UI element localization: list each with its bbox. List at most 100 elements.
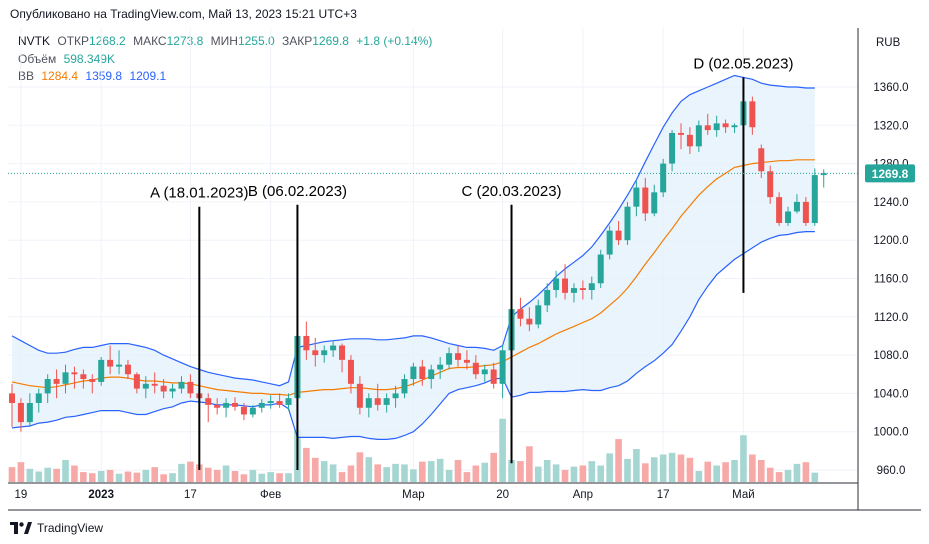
volume-bar — [659, 454, 667, 482]
y-tick-label: 1000.0 — [873, 427, 908, 439]
candle-body — [392, 393, 399, 399]
volume-bar — [579, 465, 587, 482]
candle-body — [820, 173, 827, 176]
candle-body — [455, 353, 461, 360]
candles — [9, 96, 827, 432]
volume-bar — [624, 458, 631, 482]
candle-body — [410, 366, 417, 380]
candle-body — [339, 345, 346, 360]
annotation-label: C (20.03.2023) — [461, 183, 561, 200]
volume-bar — [44, 467, 51, 482]
volume-bar — [347, 465, 355, 482]
volume-bar — [419, 461, 426, 482]
volume-bar — [606, 453, 613, 482]
candle-body — [428, 369, 435, 380]
volume-bar — [463, 472, 471, 482]
candle-body — [17, 402, 24, 423]
candle-body — [704, 125, 711, 131]
candle-body — [142, 383, 149, 389]
candle-body — [356, 383, 363, 408]
volume-bar — [731, 460, 738, 482]
candle-body — [606, 230, 613, 255]
volume-bar — [115, 473, 123, 482]
volume-bar — [410, 469, 417, 482]
y-tick-label: 1200.0 — [873, 235, 908, 247]
y-tick-label: 1160.0 — [874, 274, 908, 286]
candle-body — [205, 398, 212, 405]
volume-bar — [374, 464, 382, 482]
candle-body — [767, 171, 774, 198]
candle-body — [223, 402, 230, 408]
volume-bar — [365, 457, 373, 482]
volume-bar — [686, 457, 694, 482]
volume-bar — [749, 454, 756, 482]
legend-volume-label[interactable]: Объём — [18, 52, 57, 66]
candle-body — [53, 379, 60, 384]
candle-body — [303, 335, 310, 351]
x-tick-label: 17 — [184, 489, 197, 501]
legend-open: 1268.2 — [89, 34, 126, 48]
tradingview-logo-icon — [10, 522, 32, 534]
candle-body — [535, 305, 542, 325]
volume-bar — [285, 473, 292, 482]
candle-body — [107, 359, 114, 367]
candle-body — [26, 402, 33, 423]
volume-bar — [71, 465, 78, 482]
legend-bb-label[interactable]: BB — [18, 69, 35, 83]
candle-body — [89, 379, 96, 382]
candle-body — [544, 289, 551, 306]
candle-body — [642, 187, 649, 214]
candle-body — [98, 359, 105, 382]
candle-body — [669, 132, 676, 164]
candle-body — [124, 364, 131, 375]
candle-body — [44, 379, 51, 394]
volume-bar — [650, 457, 658, 482]
candle-body — [597, 254, 604, 284]
volume-bar — [677, 454, 685, 482]
volume-bar — [258, 473, 266, 482]
candle-body — [330, 345, 337, 351]
candle-body — [383, 398, 390, 405]
candle-body — [588, 283, 595, 290]
candle-body — [695, 125, 702, 147]
bb-upper-line — [11, 74, 815, 387]
candle-body — [267, 401, 274, 403]
candle-body — [9, 393, 15, 403]
candle-body — [437, 364, 444, 370]
volume-bar — [80, 472, 87, 482]
volume-bar — [178, 463, 185, 482]
published-caption: Опубликовано на TradingView.com, Май 13,… — [10, 7, 357, 21]
candle-body — [481, 369, 488, 375]
tradingview-logo[interactable]: TradingView — [10, 521, 103, 535]
volume-bar — [392, 463, 399, 482]
volume-bar — [793, 463, 801, 482]
volume-bar — [311, 457, 319, 482]
volume-bar — [534, 466, 542, 482]
volume-bar — [97, 471, 105, 482]
candle-body — [169, 388, 176, 392]
volume-bar — [329, 464, 337, 482]
legend-close-label: ЗАКР — [282, 34, 313, 48]
candle-body — [365, 398, 372, 408]
volume-bar — [427, 461, 435, 482]
volume-bar — [124, 471, 132, 482]
volume-bar — [17, 462, 25, 482]
volume-bar — [249, 469, 257, 482]
volume-bar — [784, 469, 792, 482]
volume-bar — [142, 469, 150, 482]
legend-bb-upper: 1359.8 — [85, 69, 123, 83]
legend-symbol[interactable]: NVTK — [18, 34, 51, 48]
volume-bar — [8, 467, 16, 482]
volume-bar — [740, 435, 747, 482]
candle-body — [802, 201, 809, 223]
volume-bar — [615, 439, 622, 482]
candle-body — [240, 406, 247, 415]
last-price-label: 1269.8 — [872, 167, 909, 181]
volume-bar — [526, 446, 533, 482]
volume-bar — [88, 473, 96, 482]
volume-bar — [213, 469, 221, 482]
candle-body — [80, 374, 87, 380]
candle-body — [678, 132, 684, 135]
volume-bar — [436, 458, 444, 482]
